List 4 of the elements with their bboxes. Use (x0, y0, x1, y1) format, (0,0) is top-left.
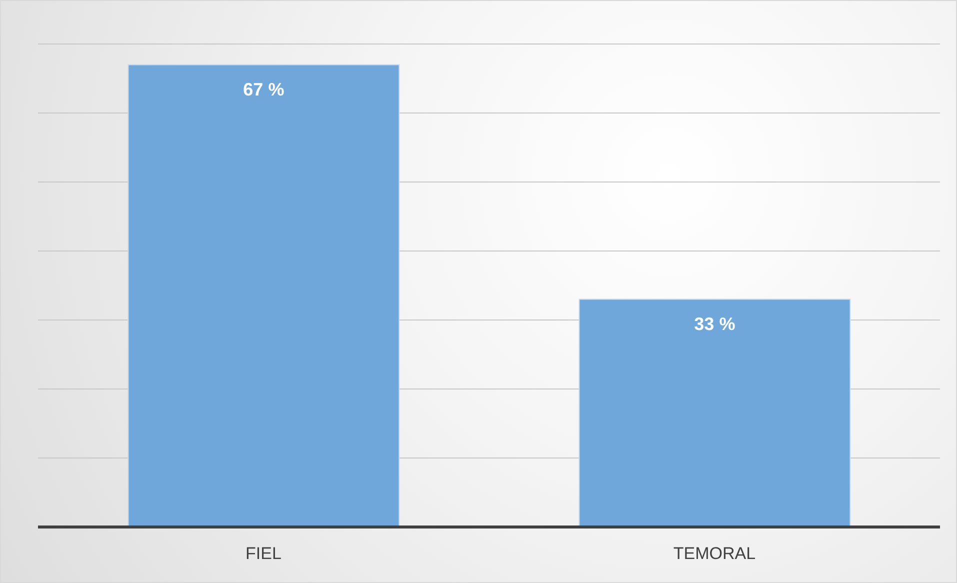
data-label: 67 % (243, 79, 284, 100)
x-tick-label: TEMORAL (673, 544, 756, 564)
x-tick-label: FIEL (246, 544, 282, 564)
data-label: 33 % (694, 314, 736, 334)
